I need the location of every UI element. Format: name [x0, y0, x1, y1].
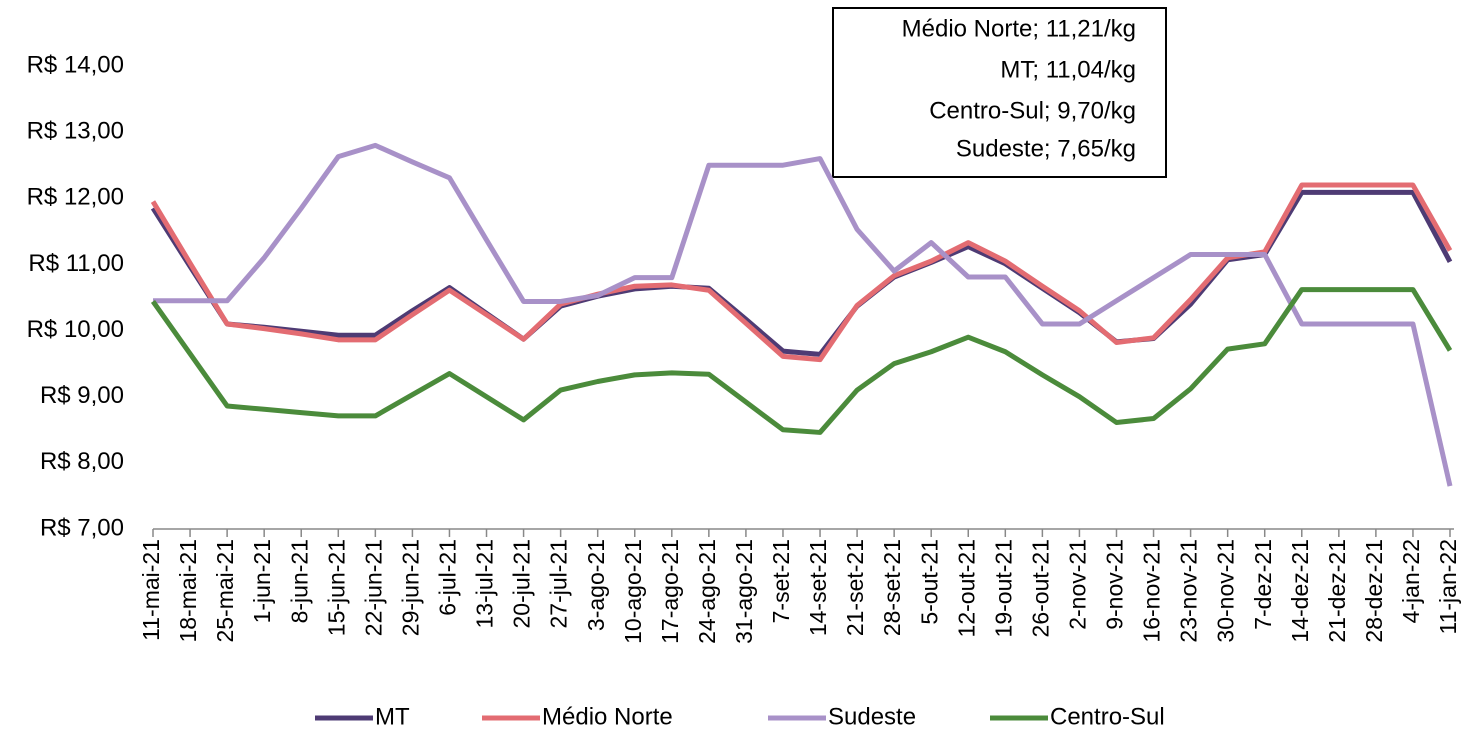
series-line	[150, 189, 1453, 357]
x-tick-label: 31-ago-21	[731, 539, 757, 644]
x-tick-label: 14-dez-21	[1287, 539, 1313, 643]
y-tick-label: R$ 9,00	[40, 382, 124, 409]
x-tick-label: 9-nov-21	[1102, 539, 1128, 630]
x-tick-label: 6-jul-21	[435, 539, 461, 616]
x-tick-label: 14-set-21	[805, 539, 831, 636]
x-tick-label: 7-set-21	[768, 539, 794, 623]
x-tick-label: 28-dez-21	[1361, 539, 1387, 643]
x-tick-label: 19-out-21	[990, 539, 1016, 637]
annotation: Sudeste; 7,65/kg	[956, 135, 1136, 162]
x-tick-label: 2-nov-21	[1065, 539, 1091, 630]
x-tick-label: 27-jul-21	[546, 539, 572, 629]
x-tick-label: 28-set-21	[879, 539, 905, 636]
x-tick-label: 13-jul-21	[472, 539, 498, 629]
annotation-box	[832, 7, 1167, 178]
x-tick-label: 1-jun-21	[249, 539, 275, 623]
x-tick-label: 30-nov-21	[1213, 539, 1239, 643]
x-tick-label: 5-out-21	[916, 539, 942, 625]
x-tick-label: 29-jun-21	[397, 539, 423, 636]
y-tick-label: R$ 11,00	[28, 250, 124, 277]
x-tick-label: 10-ago-21	[620, 539, 646, 644]
x-tick-label: 7-dez-21	[1250, 539, 1276, 630]
x-tick-label: 21-set-21	[842, 539, 868, 636]
x-tick-label: 12-out-21	[953, 539, 979, 637]
annotation: MT; 11,04/kg	[1000, 56, 1136, 83]
x-tick-label: 16-nov-21	[1139, 539, 1165, 643]
x-tick-label: 8-jun-21	[286, 539, 312, 623]
y-tick-label: R$ 8,00	[40, 448, 124, 475]
x-tick-label: 3-ago-21	[583, 539, 609, 631]
legend-label: Centro-Sul	[1050, 703, 1165, 730]
y-tick-label: R$ 12,00	[27, 184, 124, 211]
y-tick-label: R$ 14,00	[27, 51, 124, 78]
y-tick-label: R$ 10,00	[27, 316, 124, 343]
x-tick-label: 26-out-21	[1027, 539, 1053, 637]
y-tick-label: R$ 13,00	[27, 117, 124, 144]
series-line	[150, 287, 1453, 435]
annotation: Médio Norte; 11,21/kg	[902, 15, 1136, 42]
x-tick-label: 21-dez-21	[1324, 539, 1350, 643]
x-tick-label: 25-mai-21	[212, 539, 238, 643]
x-tick-label: 17-ago-21	[657, 539, 683, 644]
x-tick-label: 11-jan-22	[1435, 539, 1461, 634]
legend-label: Sudeste	[828, 703, 916, 730]
annotation: Centro-Sul; 9,70/kg	[929, 97, 1136, 124]
x-tick-label: 15-jun-21	[323, 539, 349, 636]
x-tick-label: 11-mai-21	[138, 539, 164, 641]
x-tick-label: 18-mai-21	[175, 539, 201, 643]
x-tick-label: 23-nov-21	[1176, 539, 1202, 643]
x-tick-label: 20-jul-21	[509, 539, 535, 629]
series-line	[153, 142, 1453, 487]
legend-label: MT	[375, 703, 410, 730]
legend-label: Médio Norte	[542, 703, 673, 730]
x-tick-label: 4-jan-22	[1398, 539, 1424, 623]
x-tick-label: 24-ago-21	[694, 539, 720, 644]
x-tick-label: 22-jun-21	[360, 539, 386, 636]
y-tick-label: R$ 7,00	[40, 514, 124, 541]
